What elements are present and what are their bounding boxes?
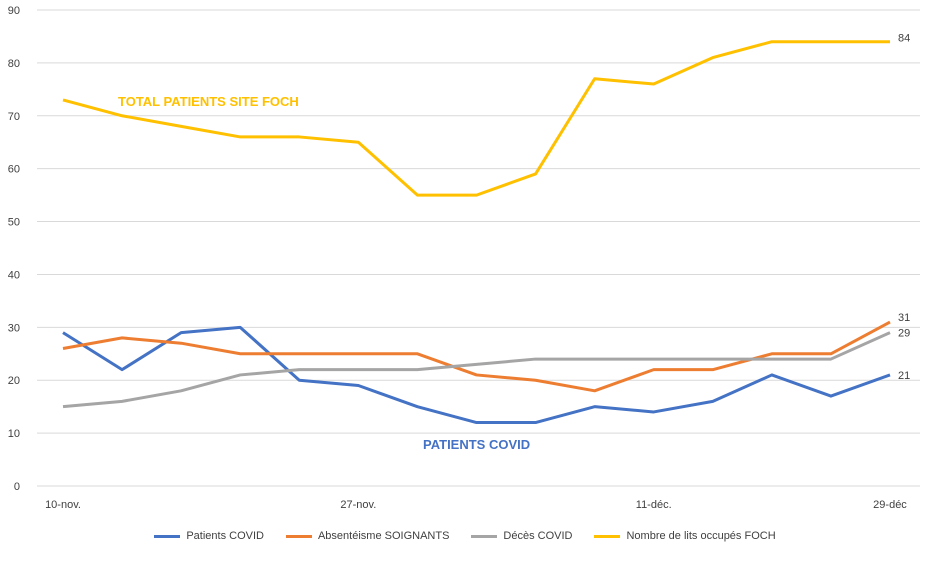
legend: Patients COVID Absentéisme SOIGNANTS Décès…: [0, 530, 930, 542]
annotation-patients-covid: PATIENTS COVID: [423, 437, 530, 452]
x-axis-ticks: 10-nov. 27-nov. 11-déc. 29-déc: [45, 499, 907, 511]
y-tick-label: 40: [8, 269, 20, 281]
x-tick-label: 10-nov.: [45, 499, 81, 511]
y-axis-ticks: 0 10 20 30 40 50 60 70 80 90: [8, 5, 20, 493]
series-lines: [62, 40, 891, 425]
legend-item: Patients COVID: [154, 530, 264, 542]
legend-item: Décès COVID: [471, 530, 572, 542]
legend-label: Patients COVID: [186, 530, 264, 542]
series-end-label: 84: [898, 33, 910, 45]
annotation-total-patients: TOTAL PATIENTS SITE FOCH: [118, 94, 299, 109]
series-end-label: 31: [898, 312, 910, 324]
series-end-label: 21: [898, 370, 910, 382]
y-tick-label: 70: [8, 111, 20, 123]
series-line: [62, 325, 891, 425]
legend-swatch: [471, 534, 498, 538]
y-tick-label: 60: [8, 164, 20, 176]
legend-swatch: [154, 534, 181, 538]
legend-label: Absentéisme SOIGNANTS: [317, 530, 450, 542]
legend-label: Nombre de lits occupés FOCH: [626, 530, 776, 542]
x-tick-label: 11-déc.: [636, 499, 672, 511]
y-tick-label: 80: [8, 58, 20, 70]
legend-item: Nombre de lits occupés FOCH: [594, 530, 776, 542]
y-tick-label: 50: [8, 217, 20, 229]
series-line: [62, 331, 891, 409]
end-labels: 21 31 29 84: [898, 33, 910, 382]
y-tick-label: 90: [8, 5, 20, 17]
x-tick-label: 27-nov.: [340, 499, 376, 511]
legend-swatch: [594, 534, 621, 538]
y-tick-label: 0: [14, 481, 20, 493]
y-tick-label: 30: [8, 322, 20, 334]
x-tick-label: 29-déc: [873, 499, 907, 511]
y-tick-label: 10: [8, 428, 20, 440]
series-line: [62, 40, 890, 197]
legend-item: Absentéisme SOIGNANTS: [285, 530, 450, 542]
legend-label: Décès COVID: [503, 530, 573, 542]
y-tick-label: 20: [8, 375, 20, 387]
gridlines: [37, 9, 920, 487]
legend-swatch: [285, 534, 312, 538]
series-end-label: 29: [898, 328, 910, 340]
